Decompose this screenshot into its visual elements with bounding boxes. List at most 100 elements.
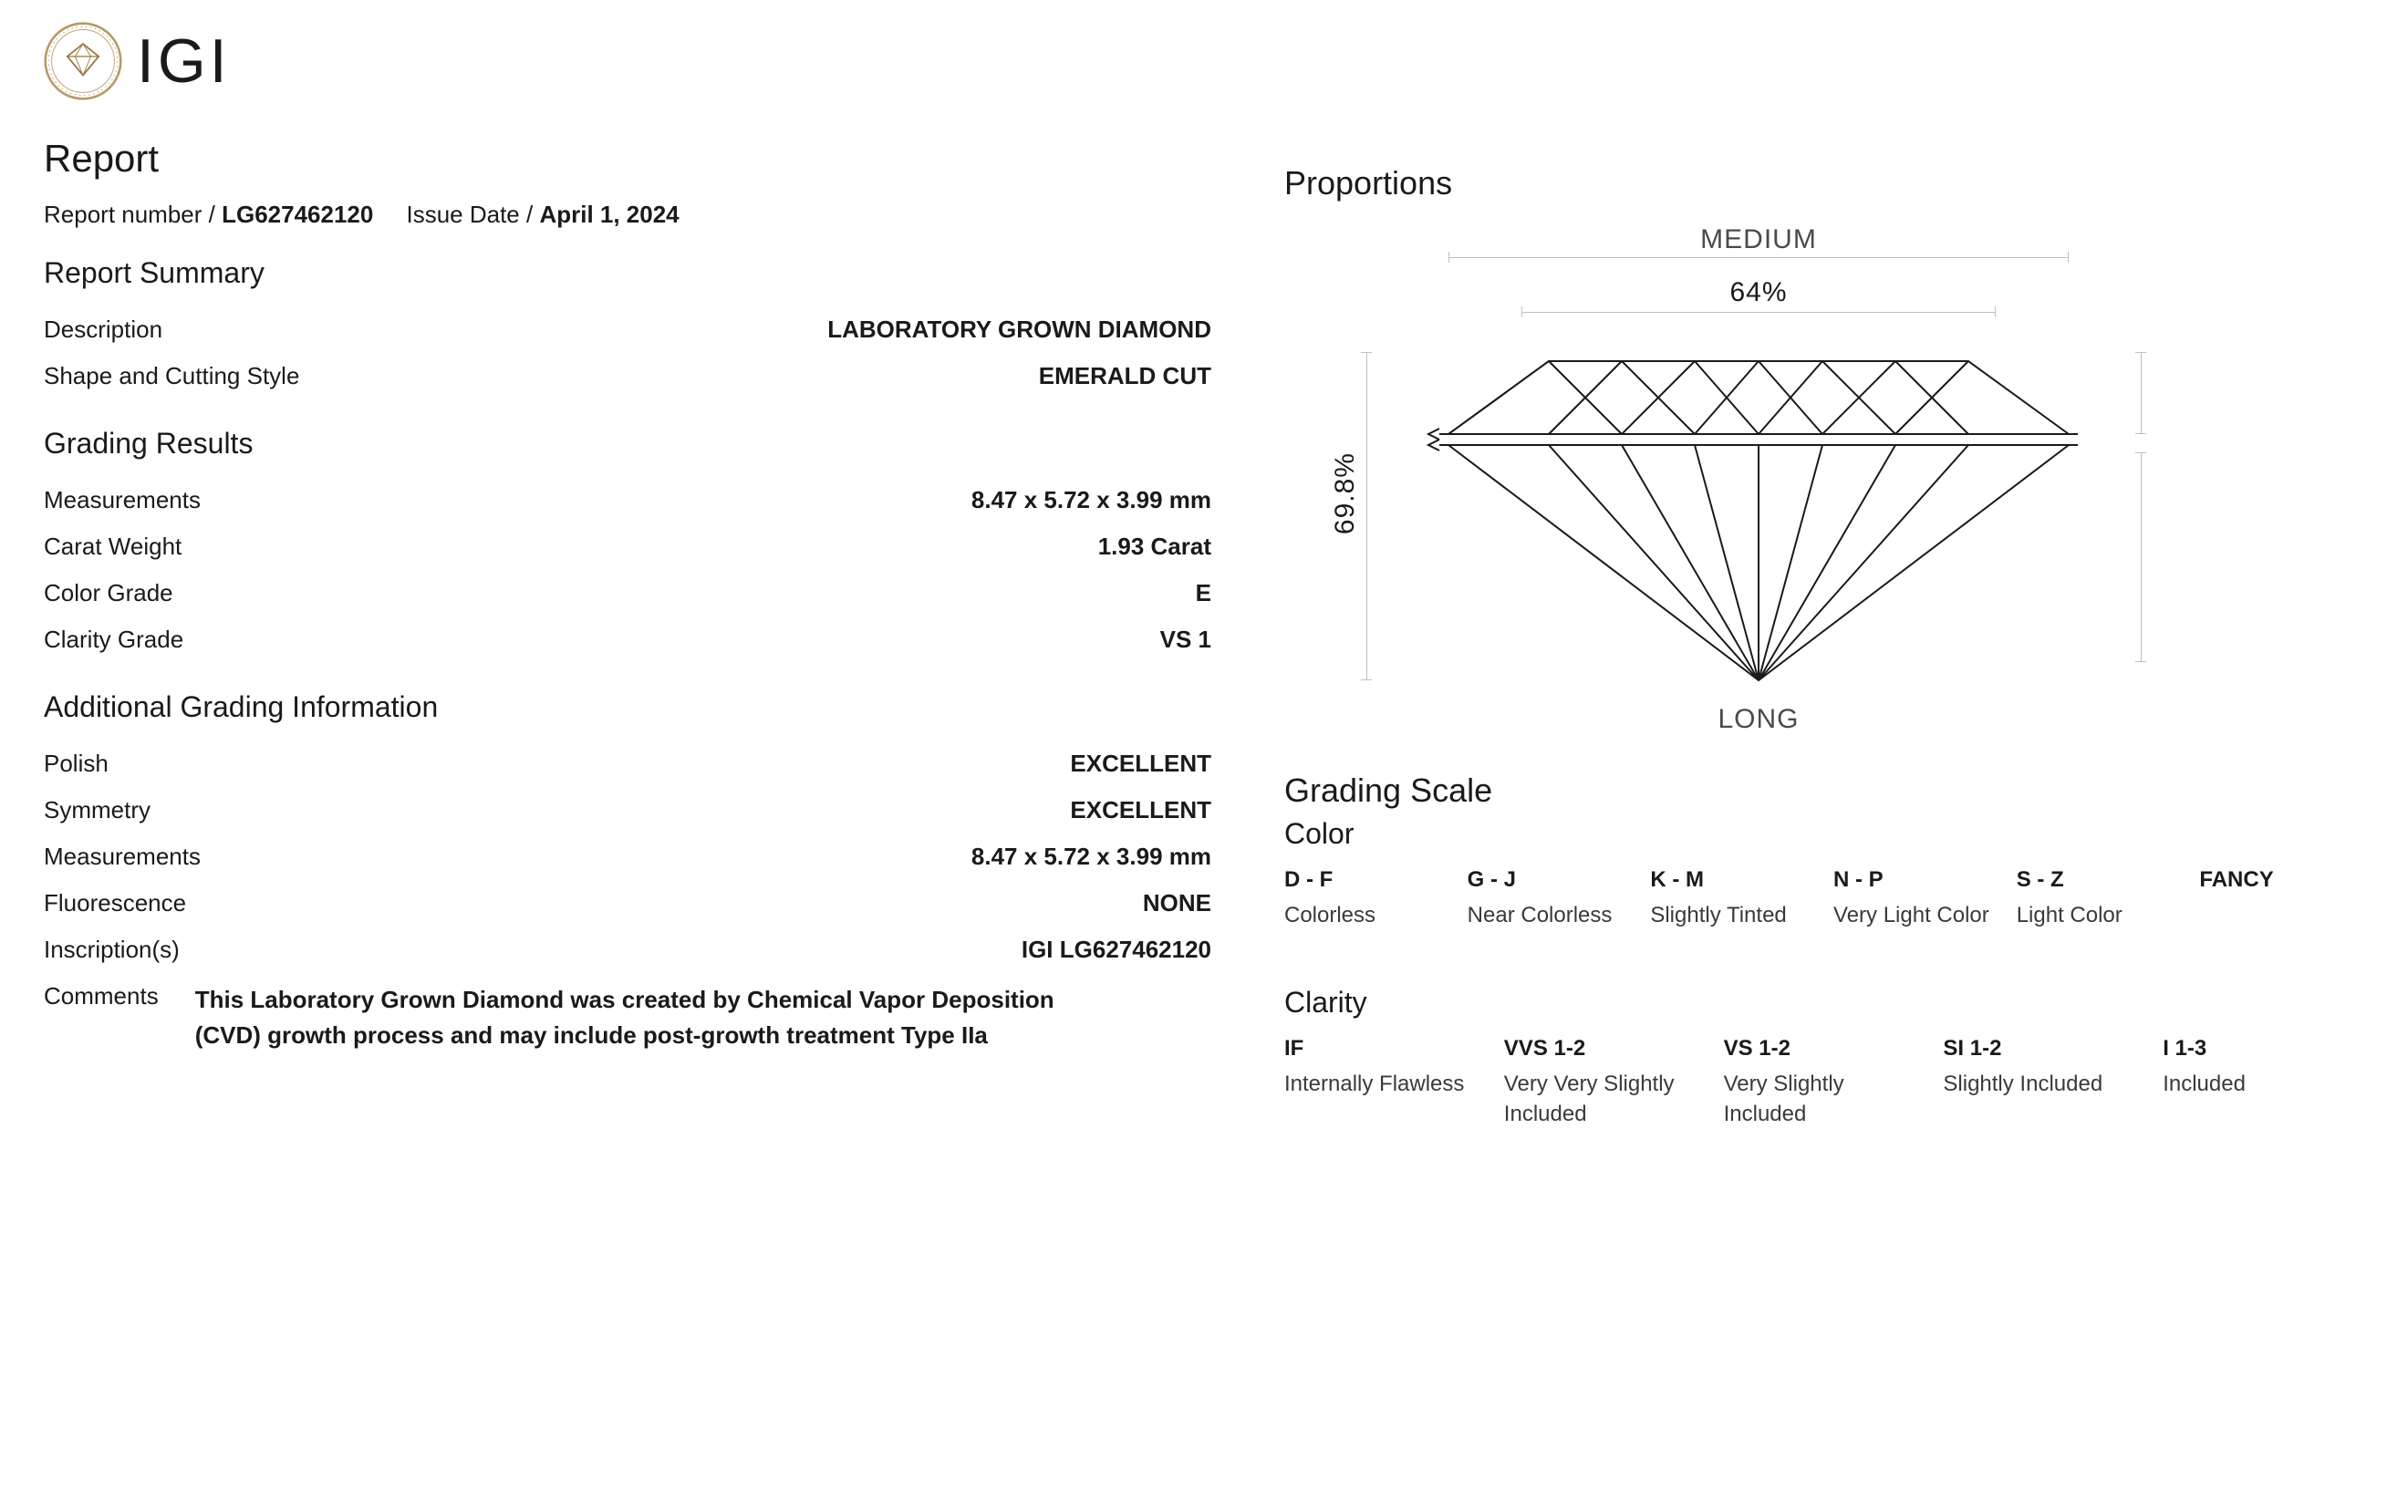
left-column: Report Report number / LG627462120 Issue…	[44, 137, 1211, 1130]
culet-label: LONG	[1718, 704, 1799, 735]
depth-pct-label: 69.8%	[1330, 452, 1361, 534]
color-scale-sub: Color	[1284, 817, 2364, 851]
scale-range: D - F	[1284, 867, 1449, 893]
row-label: Measurements	[44, 843, 201, 871]
row-value: E	[1196, 579, 1211, 607]
row-value: LABORATORY GROWN DIAMOND	[827, 316, 1211, 344]
row-label: Measurements	[44, 486, 201, 514]
row-label: Shape and Cutting Style	[44, 362, 299, 390]
additional-row: Inscription(s) IGI LG627462120	[44, 927, 1211, 973]
right-column: Proportions MEDIUM 64% 69.8%	[1284, 137, 2364, 1130]
scale-col: K - M Slightly Tinted	[1650, 867, 1815, 931]
header: IGI	[44, 22, 2364, 100]
grading-title: Grading Results	[44, 427, 1211, 461]
proportions-diagram: MEDIUM 64% 69.8%	[1412, 224, 2105, 735]
report-number-label: Report number /	[44, 201, 222, 228]
scale-desc: Very Light Color	[1833, 900, 1998, 931]
comments-row: Comments This Laboratory Grown Diamond w…	[44, 973, 1211, 1062]
scale-col: I 1-3 Included	[2163, 1036, 2364, 1130]
scale-range: VVS 1-2	[1504, 1036, 1706, 1062]
row-label: Clarity Grade	[44, 626, 183, 654]
grading-row: Measurements 8.47 x 5.72 x 3.99 mm	[44, 477, 1211, 523]
row-value: EMERALD CUT	[1039, 362, 1211, 390]
scale-range: K - M	[1650, 867, 1815, 893]
summary-title: Report Summary	[44, 256, 1211, 290]
row-value: 1.93 Carat	[1098, 533, 1211, 561]
row-label: Inscription(s)	[44, 936, 180, 964]
diamond-profile-icon	[1412, 343, 2105, 726]
table-pct-label: 64%	[1729, 277, 1787, 308]
scale-desc: Very Slightly Included	[1724, 1069, 1925, 1130]
scale-col: N - P Very Light Color	[1833, 867, 1998, 931]
row-label: Description	[44, 316, 162, 344]
scale-range: N - P	[1833, 867, 1998, 893]
report-title: Report	[44, 137, 1211, 181]
scale-desc: Slightly Tinted	[1650, 900, 1815, 931]
main-content: Report Report number / LG627462120 Issue…	[44, 137, 2364, 1130]
grading-row: Carat Weight 1.93 Carat	[44, 523, 1211, 570]
scale-range: I 1-3	[2163, 1036, 2364, 1062]
row-value: IGI LG627462120	[1022, 936, 1211, 964]
scale-range: S - Z	[2017, 867, 2182, 893]
scale-col: VS 1-2 Very Slightly Included	[1724, 1036, 1925, 1130]
scale-desc: Slightly Included	[1943, 1069, 2144, 1100]
scale-col: FANCY	[2199, 867, 2364, 931]
grading-row: Clarity Grade VS 1	[44, 616, 1211, 663]
color-scale-row: D - F Colorless G - J Near Colorless K -…	[1284, 867, 2364, 931]
proportions-title: Proportions	[1284, 164, 2364, 202]
scale-col: VVS 1-2 Very Very Slightly Included	[1504, 1036, 1706, 1130]
row-value: VS 1	[1160, 626, 1211, 654]
issue-date: April 1, 2024	[539, 201, 679, 228]
bracket-pavilion	[2141, 452, 2142, 662]
scale-col: IF Internally Flawless	[1284, 1036, 1486, 1130]
issue-date-label: Issue Date /	[406, 201, 539, 228]
row-value: 8.47 x 5.72 x 3.99 mm	[971, 486, 1211, 514]
row-value: 8.47 x 5.72 x 3.99 mm	[971, 843, 1211, 871]
bracket-table	[1521, 312, 1996, 313]
row-value: NONE	[1143, 889, 1211, 917]
row-label: Carat Weight	[44, 533, 182, 561]
scale-desc: Light Color	[2017, 900, 2182, 931]
report-number: LG627462120	[222, 201, 373, 228]
additional-row: Fluorescence NONE	[44, 880, 1211, 927]
additional-title: Additional Grading Information	[44, 690, 1211, 724]
clarity-scale-row: IF Internally Flawless VVS 1-2 Very Very…	[1284, 1036, 2364, 1130]
scale-desc: Included	[2163, 1069, 2364, 1100]
scale-range: FANCY	[2199, 867, 2364, 893]
additional-row: Symmetry EXCELLENT	[44, 787, 1211, 834]
scale-desc: Very Very Slightly Included	[1504, 1069, 1706, 1130]
clarity-scale-sub: Clarity	[1284, 986, 2364, 1020]
scale-range: SI 1-2	[1943, 1036, 2144, 1062]
row-value: EXCELLENT	[1070, 750, 1211, 778]
scale-range: VS 1-2	[1724, 1036, 1925, 1062]
scale-range: IF	[1284, 1036, 1486, 1062]
row-label: Polish	[44, 750, 109, 778]
grading-row: Color Grade E	[44, 570, 1211, 616]
row-label: Comments	[44, 982, 159, 1053]
brand-text: IGI	[137, 26, 231, 97]
girdle-label: MEDIUM	[1700, 224, 1817, 255]
scale-desc: Colorless	[1284, 900, 1449, 931]
scale-range: G - J	[1468, 867, 1633, 893]
row-value: EXCELLENT	[1070, 796, 1211, 824]
additional-row: Polish EXCELLENT	[44, 740, 1211, 787]
row-label: Symmetry	[44, 796, 150, 824]
summary-row: Shape and Cutting Style EMERALD CUT	[44, 353, 1211, 399]
report-meta: Report number / LG627462120 Issue Date /…	[44, 201, 1211, 229]
scale-desc: Near Colorless	[1468, 900, 1633, 931]
scale-col: G - J Near Colorless	[1468, 867, 1633, 931]
bracket-depth	[1366, 352, 1367, 680]
bracket-crown	[2141, 352, 2142, 434]
igi-seal-icon	[44, 22, 122, 100]
scale-col: SI 1-2 Slightly Included	[1943, 1036, 2144, 1130]
summary-row: Description LABORATORY GROWN DIAMOND	[44, 306, 1211, 353]
comments-text: This Laboratory Grown Diamond was create…	[195, 982, 1107, 1053]
row-label: Fluorescence	[44, 889, 186, 917]
row-label: Color Grade	[44, 579, 173, 607]
bracket-top	[1448, 257, 2069, 258]
additional-row: Measurements 8.47 x 5.72 x 3.99 mm	[44, 834, 1211, 880]
scale-desc: Internally Flawless	[1284, 1069, 1486, 1100]
scale-col: D - F Colorless	[1284, 867, 1449, 931]
scale-col: S - Z Light Color	[2017, 867, 2182, 931]
grading-scale-title: Grading Scale	[1284, 772, 2364, 810]
